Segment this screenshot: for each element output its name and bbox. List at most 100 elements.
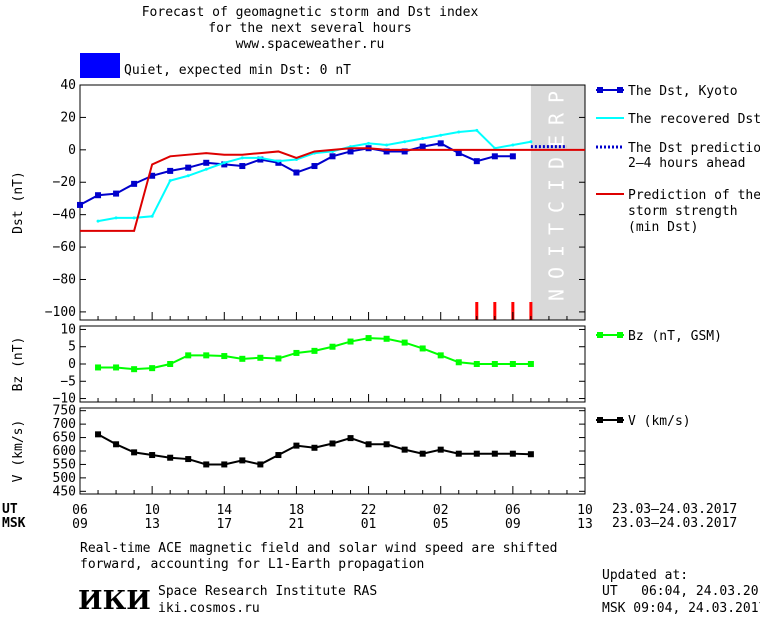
legend-dst-prediction: 2–4 hours ahead	[628, 156, 745, 171]
y-tick-label: 600	[53, 444, 76, 459]
solar-wind-speed-point	[383, 441, 390, 448]
y-tick-label: −40	[53, 208, 76, 223]
dst-kyoto-point	[185, 164, 192, 171]
updated-label: Updated at:	[602, 568, 689, 583]
solar-wind-speed-point	[329, 440, 336, 447]
solar-wind-speed-point	[221, 461, 228, 468]
dst-kyoto-point	[473, 158, 480, 165]
panel-frame	[79, 407, 586, 495]
y-tick-label: 5	[68, 340, 76, 355]
note-line1: Real-time ACE magnetic field and solar w…	[80, 541, 558, 556]
y-tick-label: 40	[60, 78, 76, 93]
prediction-band-letter: P	[544, 91, 568, 103]
solar-wind-speed-point	[239, 457, 246, 464]
solar-wind-speed-point	[509, 450, 516, 457]
legend-solar-wind-speed: V (km/s)	[628, 414, 691, 429]
recovered-dst-point	[385, 143, 389, 147]
bz-point	[347, 338, 354, 345]
prediction-band-letter: N	[544, 289, 568, 301]
y-axis-label: Bz (nT)	[11, 337, 26, 392]
ut-tick-label: 06	[72, 503, 88, 518]
prediction-band	[530, 85, 585, 320]
dst-kyoto-point	[419, 143, 426, 150]
y-tick-label: 650	[53, 431, 76, 446]
ut-tick-label: 06	[505, 503, 521, 518]
institute-website[interactable]: iki.cosmos.ru	[158, 601, 260, 616]
solar-wind-speed-legend-marker	[597, 417, 603, 423]
msk-tick-label: 13	[577, 517, 593, 532]
legend-storm-strength: (min Dst)	[628, 220, 698, 235]
legend-dst-kyoto: The Dst, Kyoto	[628, 84, 738, 99]
bz-point	[113, 364, 120, 371]
solar-wind-speed-point	[167, 454, 174, 461]
y-axis-label: Dst (nT)	[11, 171, 26, 234]
dst-kyoto-point	[239, 163, 246, 170]
dst-kyoto-point	[455, 150, 462, 157]
y-tick-label: 750	[53, 404, 76, 419]
bz-point	[311, 347, 318, 354]
solar-wind-speed-point	[131, 449, 138, 456]
bz-point	[419, 345, 426, 352]
y-tick-label: 550	[53, 457, 76, 472]
msk-tick-label: 17	[216, 517, 232, 532]
ut-tick-label: 18	[289, 503, 305, 518]
bz-point	[185, 352, 192, 359]
y-tick-label: −60	[53, 240, 76, 255]
y-tick-label: −10	[53, 392, 76, 407]
recovered-dst-point	[222, 161, 226, 165]
ut-tick-label: 10	[577, 503, 593, 518]
y-tick-label: 10	[60, 322, 76, 337]
bz-point	[149, 365, 156, 372]
recovered-dst-point	[132, 216, 136, 220]
website-link[interactable]: www.spaceweather.ru	[235, 37, 385, 52]
ut-tick-label: 02	[433, 503, 449, 518]
msk-tick-label: 21	[289, 517, 305, 532]
recovered-dst-point	[258, 156, 262, 160]
bz-point	[527, 361, 534, 367]
y-tick-label: 20	[60, 110, 76, 125]
solar-wind-speed-point	[275, 452, 282, 459]
solar-wind-speed-point	[95, 431, 102, 438]
solar-wind-speed-point	[149, 452, 156, 459]
y-tick-label: −20	[53, 175, 76, 190]
bz-point	[95, 364, 102, 371]
dst-kyoto-point	[95, 192, 102, 199]
chart-title-line2: for the next several hours	[208, 21, 412, 36]
solar-wind-speed-point	[401, 446, 408, 453]
legend-recovered-dst: The recovered Dst	[628, 112, 760, 127]
dst-kyoto-point	[77, 201, 83, 208]
recovered-dst-point	[439, 133, 443, 137]
recovered-dst-point	[114, 216, 118, 220]
recovered-dst-point	[403, 140, 407, 144]
legend-bz: Bz (nT, GSM)	[628, 329, 722, 344]
bz-point	[455, 359, 462, 366]
recovered-dst-point	[240, 156, 244, 160]
date-range-ut: 23.03–24.03.2017	[612, 502, 738, 517]
dst-kyoto-point	[437, 140, 444, 147]
dst-kyoto-point	[383, 148, 390, 155]
bz-point	[329, 343, 336, 350]
recovered-dst-point	[457, 130, 461, 134]
bz-point	[383, 335, 390, 342]
y-tick-label: 0	[68, 143, 76, 158]
ut-tick-label: 14	[216, 503, 232, 518]
bz-legend-marker	[597, 332, 603, 338]
dst-kyoto-point	[149, 172, 156, 179]
bz-point	[293, 349, 300, 356]
y-axis-label: V (km/s)	[11, 420, 26, 483]
ut-axis-label: UT	[2, 502, 18, 517]
institute-name: Space Research Institute RAS	[158, 584, 378, 599]
solar-wind-speed-point	[185, 456, 192, 463]
solar-wind-speed-point	[527, 451, 534, 458]
recovered-dst-line	[97, 129, 532, 223]
bz-point	[491, 361, 498, 367]
date-range-msk: 23.03–24.03.2017	[612, 516, 738, 531]
prediction-band-letter: I	[544, 245, 568, 257]
recovered-dst-point	[529, 140, 533, 144]
recovered-dst-point	[367, 141, 371, 145]
legend-storm-strength: Prediction of the	[628, 188, 760, 203]
dst-kyoto-point	[275, 159, 282, 166]
panel-frame	[79, 84, 586, 321]
ut-tick-label: 22	[361, 503, 377, 518]
dst-kyoto-point	[509, 153, 516, 160]
